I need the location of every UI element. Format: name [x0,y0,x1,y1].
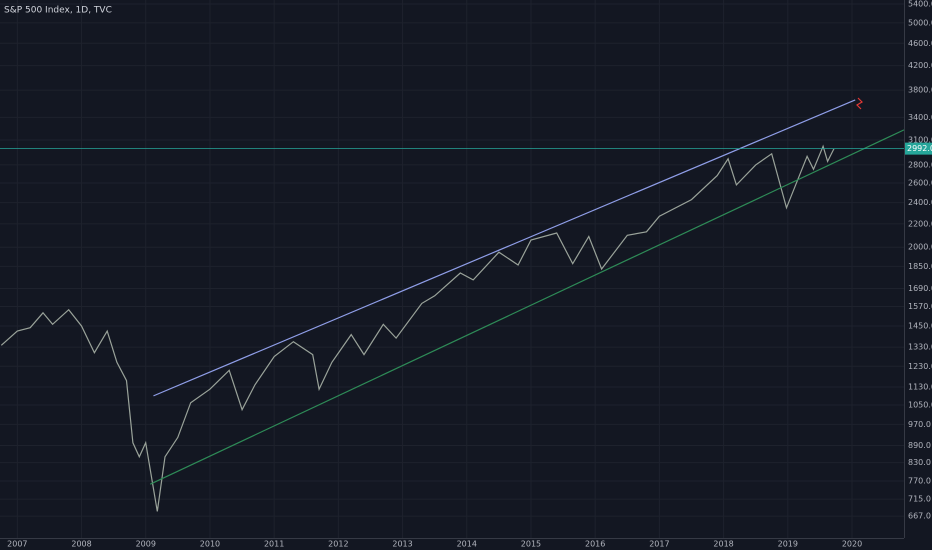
x-tick-label: 2018 [713,540,733,549]
x-tick-label: 2009 [136,540,156,549]
y-tick-label: 3400.0 [908,113,932,122]
y-tick-label: 1570.0 [908,302,932,311]
y-tick-label: 1850.0 [908,262,932,271]
y-tick-label: 2400.0 [908,198,932,207]
x-tick-label: 2013 [392,540,412,549]
y-tick-label: 1130.0 [908,383,932,392]
y-tick-label: 2600.0 [908,179,932,188]
y-tick-label: 970.0 [908,420,931,429]
last-price-tag [905,142,932,155]
x-tick-label: 2007 [7,540,27,549]
y-tick-label: 1230.0 [908,362,932,371]
x-tick-label: 2017 [649,540,669,549]
y-tick-label: 4200.0 [908,61,932,70]
trend-line [153,99,856,397]
y-tick-label: 1050.0 [908,401,932,410]
y-tick-label: 4600.0 [908,39,932,48]
y-tick-label: 3800.0 [908,86,932,95]
x-tick-label: 2014 [457,540,477,549]
x-tick-label: 2011 [264,540,284,549]
last-price-label: 2992.0 [907,144,932,153]
x-tick-label: 2008 [71,540,91,549]
y-tick-label: 830.0 [908,458,931,467]
x-tick-label: 2020 [842,540,862,549]
y-tick-label: 1330.0 [908,343,932,352]
y-tick-label: 1450.0 [908,321,932,330]
x-tick-label: 2015 [521,540,541,549]
y-tick-label: 715.0 [908,495,931,504]
x-tick-label: 2016 [585,540,605,549]
y-tick-label: 667.0 [908,512,931,521]
x-tick-label: 2012 [328,540,348,549]
y-tick-label: 2000.0 [908,243,932,252]
price-line [0,144,835,512]
y-tick-label: 5000.0 [908,18,932,27]
x-tick-label: 2010 [200,540,220,549]
y-tick-label: 5400.0 [908,0,932,9]
x-tick-label: 2019 [778,540,798,549]
y-tick-label: 770.0 [908,476,931,485]
y-tick-label: 890.0 [908,441,931,450]
y-tick-label: 1690.0 [908,284,932,293]
chart-title: S&P 500 Index, 1D, TVC [4,6,112,16]
y-tick-label: 2800.0 [908,160,932,169]
y-tick-label: 3100.0 [908,135,932,144]
annotation-icon [856,97,863,110]
y-tick-label: 2200.0 [908,219,932,228]
trend-line [149,129,905,485]
